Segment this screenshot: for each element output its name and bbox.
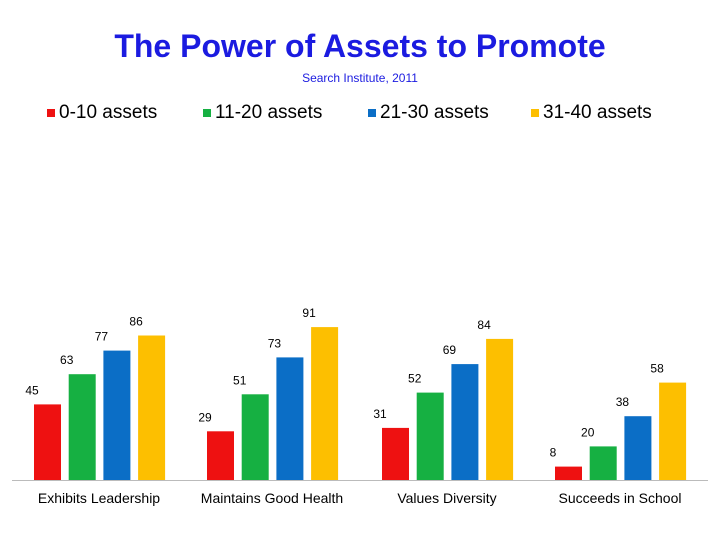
data-label: 58 (650, 362, 664, 376)
chart-title: The Power of Assets to Promote (114, 28, 606, 64)
bar-11-20-assets-3 (416, 392, 444, 480)
legend-item-11-20: 11-20 assets (203, 102, 322, 124)
data-label: 73 (268, 336, 282, 350)
legend-item-0-10: 0-10 assets (47, 102, 157, 124)
legend-swatch-icon (531, 109, 539, 117)
data-label: 45 (25, 383, 39, 397)
bar-21-30-assets-2 (276, 357, 304, 480)
bar-11-20-assets-4 (589, 446, 617, 480)
legend-swatch-icon (47, 109, 55, 117)
data-label: 77 (95, 330, 109, 344)
legend-item-31-40: 31-40 assets (531, 102, 652, 124)
bar-0-10-assets-1 (34, 404, 61, 480)
category-label: Maintains Good Health (201, 490, 343, 506)
category-label: Values Diversity (397, 490, 496, 506)
legend-label: 21-30 assets (380, 102, 489, 123)
bar-11-20-assets-1 (68, 374, 96, 480)
data-label: 91 (302, 306, 316, 320)
bar-21-30-assets-4 (624, 416, 652, 480)
legend-label: 0-10 assets (59, 102, 158, 123)
bar-31-40-assets-1 (138, 335, 166, 480)
bar-21-30-assets-1 (103, 350, 131, 480)
category-label: Exhibits Leadership (38, 490, 160, 506)
data-label: 69 (443, 343, 457, 357)
data-label: 38 (616, 395, 630, 409)
legend-swatch-icon (203, 109, 211, 117)
data-label: 31 (373, 407, 387, 421)
legend-label: 31-40 assets (543, 102, 652, 123)
data-label: 51 (233, 373, 247, 387)
bar-31-40-assets-4 (659, 382, 687, 480)
data-label: 20 (581, 425, 595, 439)
chart-subtitle: Search Institute, 2011 (302, 71, 418, 85)
data-label: 8 (550, 446, 557, 460)
bar-21-30-assets-3 (451, 364, 479, 480)
data-label: 63 (60, 353, 74, 367)
bar-31-40-assets-3 (486, 338, 514, 480)
bar-31-40-assets-2 (311, 327, 339, 480)
legend-item-21-30: 21-30 assets (368, 102, 489, 124)
data-label: 52 (408, 372, 422, 386)
legend-swatch-icon (368, 109, 376, 117)
category-label: Succeeds in School (559, 490, 682, 506)
data-label: 84 (477, 318, 491, 332)
bar-11-20-assets-2 (241, 394, 269, 480)
data-label: 86 (129, 315, 143, 329)
bar-0-10-assets-2 (207, 431, 234, 480)
data-label: 29 (198, 410, 212, 424)
bar-0-10-assets-4 (555, 466, 582, 480)
legend-label: 11-20 assets (215, 102, 323, 123)
bar-0-10-assets-3 (382, 427, 409, 480)
